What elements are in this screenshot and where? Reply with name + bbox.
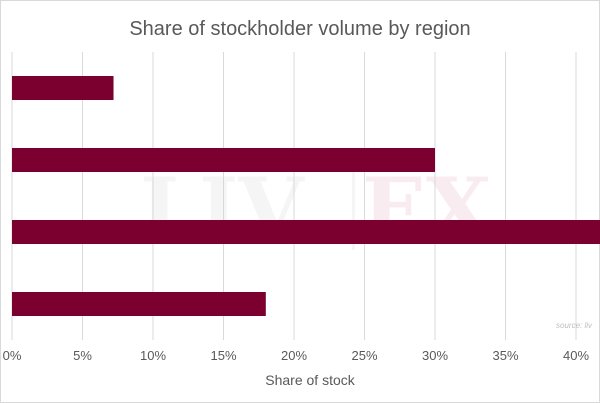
- x-tick-label: 40%: [563, 348, 589, 363]
- x-tick-label: 25%: [351, 348, 377, 363]
- chart-title: Share of stockholder volume by region: [129, 18, 470, 40]
- x-tick-label: 0%: [3, 348, 22, 363]
- x-tick-label: 15%: [210, 348, 236, 363]
- x-tick-label: 10%: [140, 348, 166, 363]
- bar: [12, 220, 600, 244]
- x-tick-label: 30%: [422, 348, 448, 363]
- bar: [12, 148, 435, 172]
- x-tick-label: 35%: [492, 348, 518, 363]
- source-note: source: liv: [556, 321, 593, 330]
- bar: [12, 76, 114, 100]
- x-axis-ticks: 0% 5% 10% 15% 20% 25% 30% 35% 40%: [3, 348, 590, 363]
- x-tick-label: 5%: [73, 348, 92, 363]
- gridlines: [11, 52, 577, 340]
- x-tick-label: 20%: [281, 348, 307, 363]
- bar: [12, 292, 266, 316]
- bars: [12, 76, 600, 316]
- x-axis-title: Share of stock: [265, 372, 355, 388]
